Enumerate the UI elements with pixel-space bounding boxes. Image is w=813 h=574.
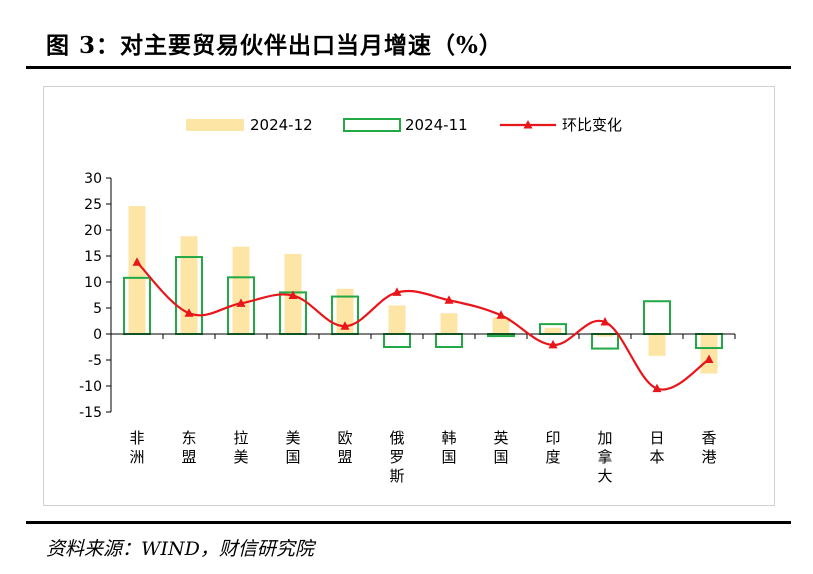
bar-2024-12 [232,246,250,334]
legend-swatch-2024-12 [186,119,244,131]
legend-label-mom: 环比变化 [562,116,622,134]
y-tick-label: -15 [79,405,102,421]
bar-2024-12 [336,288,354,334]
bar-2024-12 [700,334,718,374]
bar-2024-11 [643,300,671,335]
y-tick-label: 5 [93,301,102,317]
y-tick-label: 15 [84,249,102,265]
category-label: 英国 [493,429,508,466]
line-mom-marker [496,310,506,319]
bar-2024-11 [435,333,463,348]
line-mom-marker [184,308,194,317]
category-label: 东盟 [181,429,196,466]
category-label: 拉美 [233,429,248,466]
category-label: 美国 [285,429,300,466]
line-mom-marker [548,339,558,349]
figure-title: 图 3：对主要贸易伙伴出口当月增速（%） [46,32,503,59]
line-mom-marker [340,321,350,330]
source-note: 资料来源：WIND，财信研究院 [46,538,314,560]
legend-swatch-2024-11 [343,118,401,132]
chart-frame [43,86,775,506]
bar-2024-12 [128,206,146,334]
bar-2024-12 [388,305,406,334]
line-mom-marker [236,298,246,307]
bar-2024-12 [492,317,510,334]
legend-label-2024-12: 2024-12 [250,116,313,134]
legend-swatch-marker [523,120,533,129]
line-mom-marker [392,287,402,296]
y-tick-label: 0 [93,327,102,343]
legend-label-2024-11: 2024-11 [405,116,468,134]
y-tick-label: -5 [88,353,102,369]
category-label: 香港 [701,429,716,466]
bar-2024-12 [180,236,198,334]
line-mom-change [136,261,710,391]
line-mom-marker [704,354,714,363]
line-mom-marker [288,290,298,300]
bar-2024-12 [440,313,458,334]
category-label: 加拿大 [597,429,612,485]
category-label: 日本 [649,429,664,466]
bar-2024-11 [383,333,411,348]
line-mom-marker [652,383,662,393]
bar-2024-12 [648,334,666,356]
category-label: 印度 [545,429,560,466]
line-mom-marker [600,317,610,326]
category-label: 俄罗斯 [389,429,404,485]
bottom-rule [26,521,791,524]
y-tick-label: 30 [84,171,102,187]
line-mom-marker [444,295,454,304]
bar-2024-12 [596,334,614,337]
line-mom-marker [132,257,142,266]
bar-2024-12 [544,327,562,334]
category-label: 韩国 [441,429,456,466]
y-tick-label: 20 [84,223,102,239]
category-label: 非洲 [129,429,144,466]
y-tick-label: 25 [84,197,102,213]
y-tick-label: -10 [79,379,102,395]
y-tick-label: 10 [84,275,102,291]
category-label: 欧盟 [337,429,352,466]
top-rule [26,66,791,69]
